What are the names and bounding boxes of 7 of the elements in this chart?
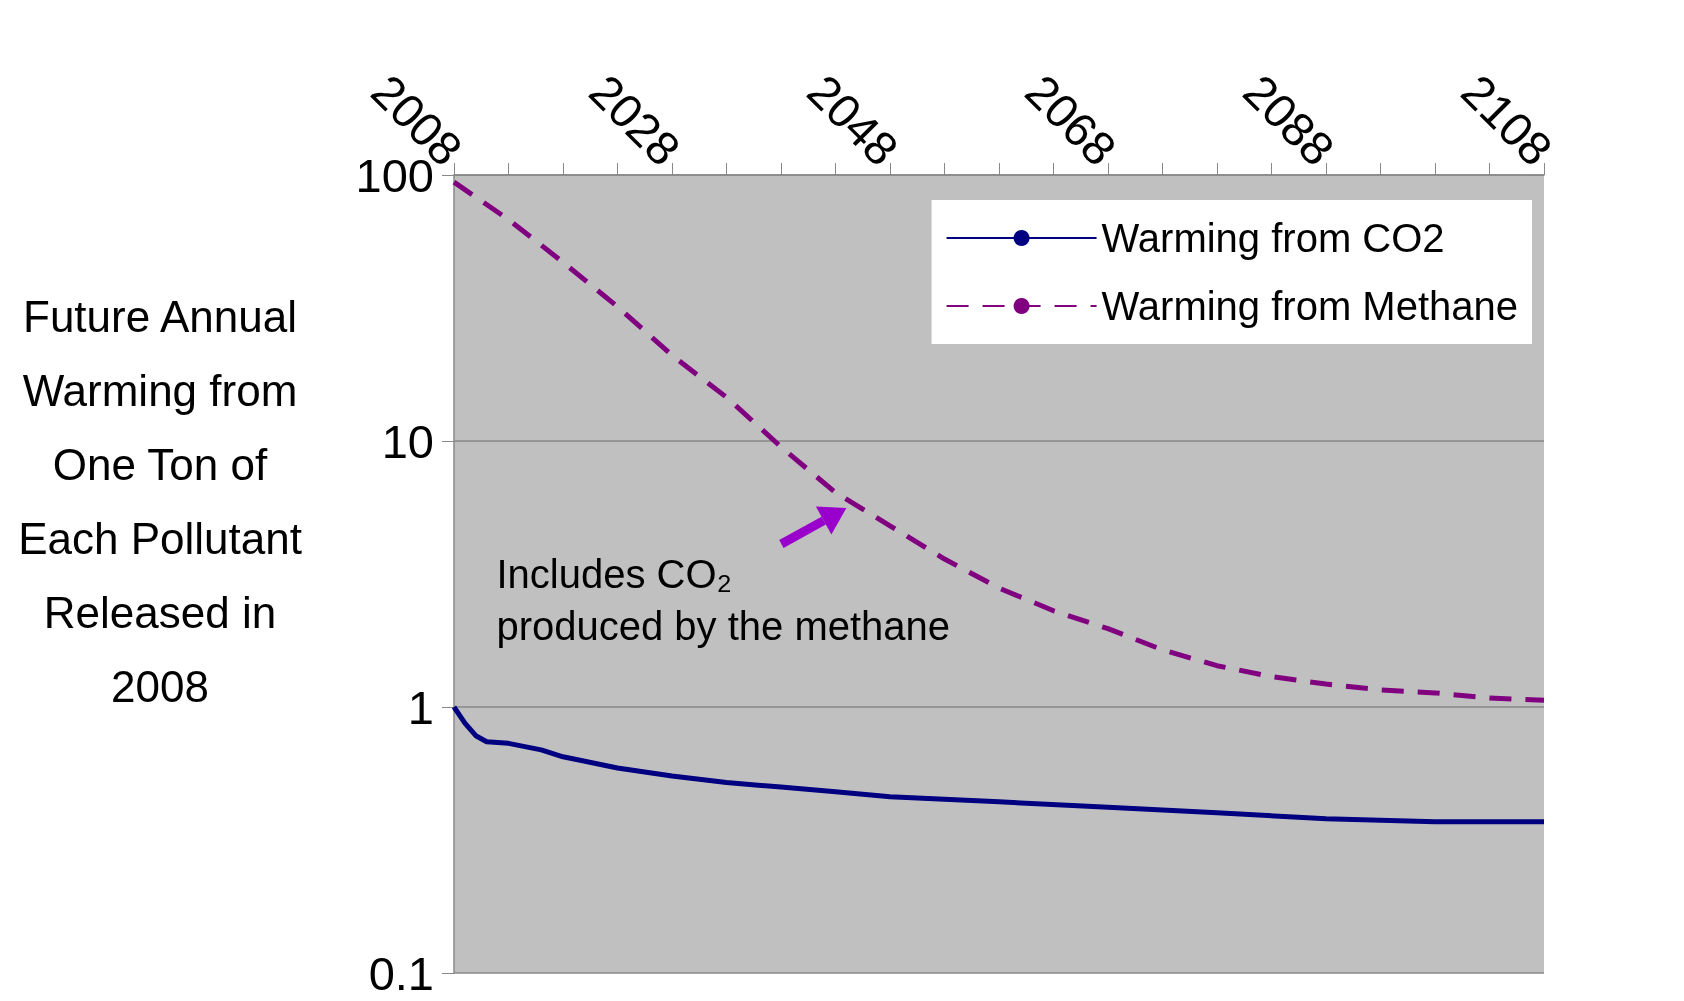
- legend-label: Warming from Methane: [1101, 284, 1519, 328]
- annotation: Includes CO₂ produced by the methane: [496, 551, 951, 648]
- y-tick-label: 0.1: [368, 946, 434, 1000]
- y-tick-label: 10: [381, 414, 434, 468]
- y-axis-title: Future Annual Warming from One Ton of Each Pollutant Released in 2008: [17, 291, 303, 713]
- y-tick-label: 1: [407, 680, 434, 734]
- legend-label: Warming from CO2: [1101, 216, 1445, 260]
